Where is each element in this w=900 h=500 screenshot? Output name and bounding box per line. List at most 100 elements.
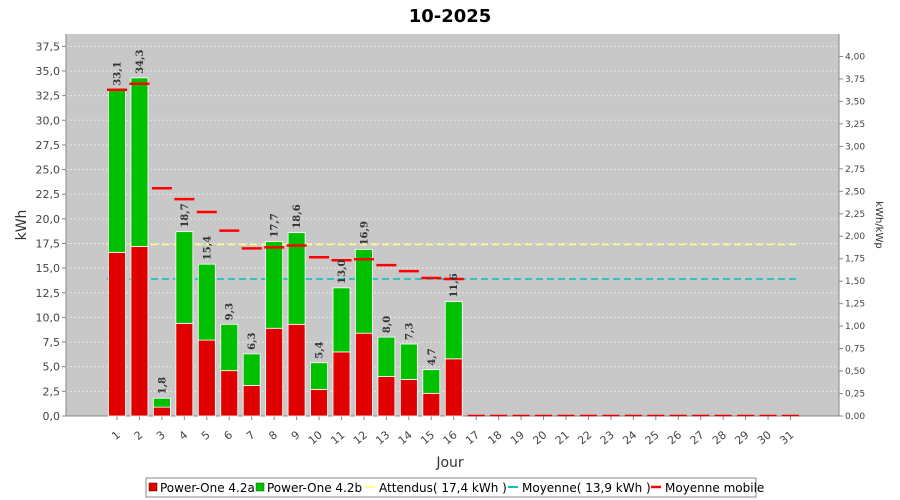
y-axis-left: 0,0 2,5 5,0 7,5 10,0 12,5 15,0 17,5 20,0 22,5 25,0… — [36, 34, 67, 423]
x-tick-label: 15 — [418, 428, 437, 447]
x-tick-label: 29 — [732, 428, 751, 447]
data-labels: 33,1 34,3 1,8 18,7 15,4 9,3 6,3 17,7 18,6 5,4 13,0… — [113, 49, 461, 394]
bar-total-label: 18,6 — [292, 204, 303, 228]
y-tick-label-right: 1,00 — [845, 322, 865, 332]
y-tick-label: 2,5 — [43, 385, 61, 398]
y-tick-label: 22,5 — [36, 188, 61, 201]
legend-swatch-b — [255, 482, 265, 492]
x-tick-label: 21 — [553, 428, 572, 447]
y-tick-label-right: 3,00 — [845, 142, 865, 152]
y-tick-label-right: 3,25 — [845, 120, 865, 130]
bar-segment-a — [152, 406, 171, 417]
moving-average-marks — [107, 82, 464, 281]
x-tick-label: 6 — [221, 428, 235, 442]
bar-segment-a — [130, 246, 149, 417]
x-tick-label: 18 — [485, 428, 504, 447]
x-tick-label: 26 — [665, 428, 684, 447]
y-tick-label-right: 3,75 — [845, 75, 865, 85]
bar-total-label: 6,3 — [247, 332, 258, 349]
bar-segment-a — [444, 358, 463, 417]
bar-segment-b — [130, 77, 149, 247]
bars — [108, 77, 799, 417]
legend-label-a: Power-One 4.2a — [160, 481, 255, 495]
bar-segment-b — [422, 369, 441, 394]
bar-segment-a — [108, 251, 126, 417]
y-tick-label-right: 2,25 — [845, 210, 865, 220]
x-tick-label: 16 — [441, 428, 460, 447]
bar-segment-b — [242, 353, 261, 386]
legend: Power-One 4.2a Power-One 4.2b Attendus( … — [145, 477, 764, 498]
bar-total-label: 9,3 — [225, 303, 236, 320]
bar-segment-a — [265, 327, 284, 417]
bar-segment-b — [265, 241, 284, 329]
y-tick-label: 20,0 — [36, 213, 61, 226]
bar-segment-b — [220, 323, 239, 372]
bar-segment-a — [355, 332, 373, 417]
y-tick-label: 27,5 — [36, 139, 61, 152]
x-tick-label: 5 — [199, 428, 213, 442]
y-tick-label-right: 0,50 — [845, 367, 865, 377]
bar-total-label: 18,7 — [180, 203, 191, 227]
y-tick-label-right: 1,25 — [845, 300, 865, 310]
x-tick-label: 22 — [575, 428, 594, 447]
bar-segment-a — [377, 376, 396, 417]
bar-total-label: 16,9 — [359, 221, 370, 245]
x-axis: 1 2 3 4 5 6 7 8 9 10 11 12 13 14 15 16 17 18 19 20 21 22 23 24 2… — [66, 415, 839, 447]
legend-label-moyenne: Moyenne( 13,9 kWh ) — [522, 481, 651, 495]
y-tick-label: 0,0 — [43, 410, 61, 423]
bar-total-label: 4,7 — [427, 348, 438, 365]
x-tick-label: 13 — [373, 428, 392, 447]
legend-swatch-a — [148, 482, 158, 492]
x-tick-label: 17 — [463, 428, 482, 447]
bar-segment-a — [242, 385, 261, 417]
x-tick-label: 2 — [132, 428, 146, 442]
x-tick-label: 20 — [530, 428, 549, 447]
x-tick-label: 1 — [109, 428, 123, 442]
x-tick-label: 12 — [351, 428, 370, 447]
bar-segment-a — [287, 323, 306, 417]
bar-segment-b — [287, 232, 306, 325]
legend-label-moyenne-mobile: Moyenne mobile — [665, 481, 764, 495]
x-tick-label: 9 — [289, 428, 303, 442]
x-tick-label: 11 — [328, 428, 347, 447]
bar-segment-b — [355, 248, 373, 334]
y-tick-label: 32,5 — [36, 90, 61, 103]
y-tick-label-right: 2,00 — [845, 232, 865, 242]
bar-segment-a — [332, 351, 351, 417]
y-tick-label-right: 2,75 — [845, 165, 865, 175]
x-tick-label: 4 — [177, 428, 191, 442]
y-tick-label-right: 4,00 — [845, 52, 865, 62]
y-tick-label: 30,0 — [36, 114, 61, 127]
y-axis-right: 0,00 0,25 0,50 0,75 1,00 1,25 1,50 1,75 2,00 2,25… — [838, 34, 865, 422]
y-tick-label-right: 2,50 — [845, 187, 865, 197]
x-tick-label: 24 — [620, 428, 639, 447]
y-axis-label: kWh — [14, 210, 30, 241]
y-tick-label: 5,0 — [43, 361, 61, 374]
y-tick-label: 10,0 — [36, 311, 61, 324]
bar-segment-b — [197, 263, 216, 341]
bar-total-label: 1,8 — [157, 377, 168, 394]
x-tick-label: 10 — [306, 428, 325, 447]
x-tick-label: 27 — [688, 428, 707, 447]
bar-total-label: 7,3 — [404, 323, 415, 340]
x-tick-label: 14 — [396, 428, 415, 447]
x-tick-label: 30 — [755, 428, 774, 447]
bar-segment-b — [332, 287, 351, 353]
y-tick-label: 12,5 — [36, 287, 61, 300]
y-tick-label: 7,5 — [43, 336, 61, 349]
y-tick-label-right: 0,25 — [845, 390, 865, 400]
x-tick-label: 7 — [244, 428, 258, 442]
x-axis-label: Jour — [435, 455, 464, 471]
bar-segment-a — [422, 392, 441, 417]
y-tick-label: 15,0 — [36, 262, 61, 275]
bar-segment-a — [197, 339, 216, 417]
y-axis-label-right: kWh/kWp — [873, 201, 884, 248]
bar-segment-a — [310, 388, 328, 417]
legend-box — [145, 477, 757, 498]
x-tick-label: 19 — [508, 428, 527, 447]
x-tick-label: 25 — [643, 428, 662, 447]
y-tick-label-right: 0,75 — [845, 345, 865, 355]
y-tick-label-right: 1,50 — [845, 277, 865, 287]
bar-segment-b — [399, 343, 418, 380]
x-tick-label: 23 — [598, 428, 617, 447]
